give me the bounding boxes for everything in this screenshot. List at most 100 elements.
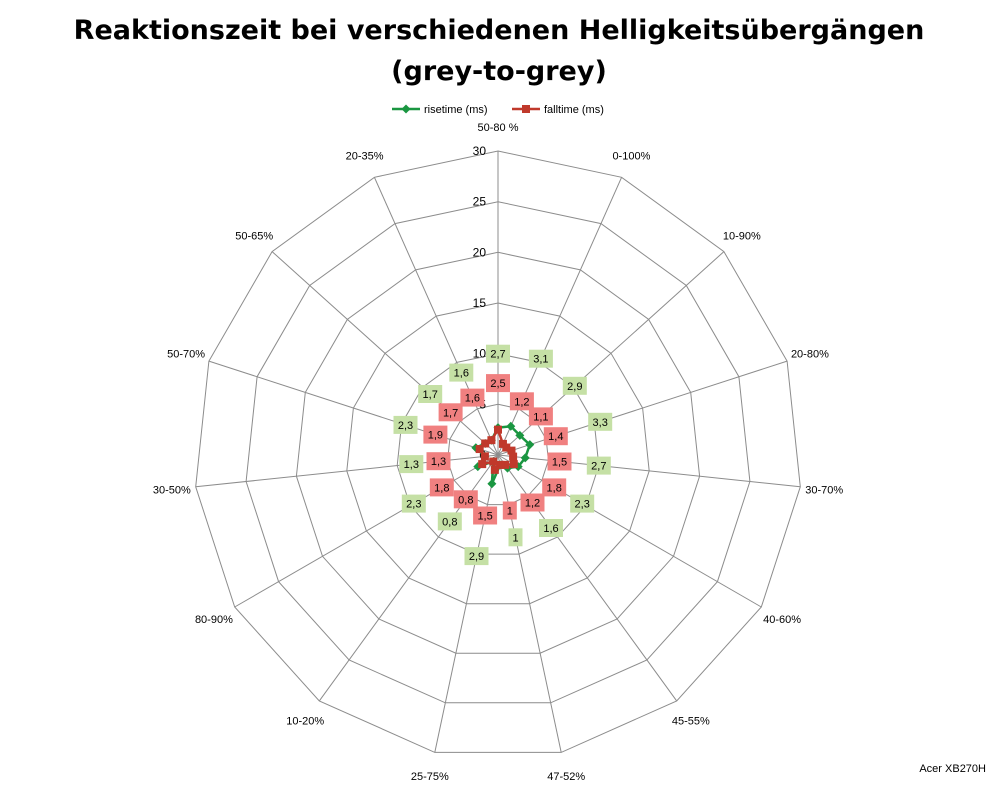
tick-label: 25 bbox=[473, 195, 487, 209]
data-label-bg bbox=[586, 456, 611, 475]
data-label: 1,7 bbox=[418, 385, 443, 403]
data-label-text: 1,3 bbox=[431, 456, 446, 468]
data-label: 1,6 bbox=[539, 519, 563, 537]
grid-ring bbox=[447, 403, 549, 506]
data-label-text: 0,8 bbox=[442, 516, 457, 528]
data-label-text: 2,5 bbox=[490, 378, 505, 390]
grid-ring bbox=[195, 150, 801, 753]
grid-spoke bbox=[497, 454, 678, 702]
data-label: 1,4 bbox=[543, 427, 568, 446]
data-label: 1,6 bbox=[460, 388, 485, 407]
category-label: 50-65% bbox=[235, 231, 273, 243]
grid-ring bbox=[295, 251, 701, 654]
data-label-bg bbox=[426, 452, 451, 471]
data-label-bg bbox=[508, 528, 523, 547]
data-label-text: 2,7 bbox=[490, 349, 505, 361]
data-label-text: 1,9 bbox=[428, 430, 443, 442]
data-label: 2,7 bbox=[586, 456, 611, 475]
data-point bbox=[489, 457, 498, 466]
tick-label: 10 bbox=[473, 347, 487, 361]
data-point bbox=[515, 430, 525, 440]
data-label-text: 1,5 bbox=[552, 457, 567, 469]
data-label-bg bbox=[423, 425, 448, 444]
data-label-bg bbox=[542, 478, 567, 497]
legend-marker bbox=[401, 104, 411, 114]
chart-title-line2: (grey-to-grey) bbox=[391, 56, 607, 87]
data-label: 1,1 bbox=[528, 407, 553, 426]
data-label: 3,3 bbox=[588, 412, 613, 431]
data-point bbox=[525, 440, 535, 450]
credit-label: Acer XB270H bbox=[919, 763, 986, 775]
data-label-text: 2,9 bbox=[469, 551, 484, 563]
data-label-text: 2,3 bbox=[406, 499, 421, 511]
data-label: 1,7 bbox=[438, 403, 463, 422]
data-label-text: 1 bbox=[512, 532, 518, 544]
data-point bbox=[507, 446, 516, 455]
grid-spoke bbox=[497, 454, 762, 608]
data-point bbox=[502, 443, 511, 452]
data-label: 2,3 bbox=[570, 494, 595, 513]
data-label: 3,1 bbox=[528, 349, 553, 368]
data-label: 1,8 bbox=[429, 478, 454, 497]
data-point bbox=[478, 460, 487, 469]
legend: risetime (ms) falltime (ms) bbox=[392, 104, 604, 116]
data-label-text: 1,7 bbox=[423, 389, 438, 401]
data-label-bg bbox=[429, 478, 454, 497]
data-label: 2,3 bbox=[393, 415, 418, 434]
data-label-bg bbox=[502, 501, 517, 520]
grid-ring bbox=[346, 302, 650, 605]
data-label-bg bbox=[449, 363, 474, 382]
data-label-text: 1,7 bbox=[443, 407, 458, 419]
data-label-bg bbox=[539, 519, 563, 537]
grid-spoke bbox=[271, 251, 499, 456]
category-label: 20-80% bbox=[791, 349, 829, 361]
data-point bbox=[509, 452, 518, 461]
data-label-bg bbox=[438, 403, 463, 422]
data-label-text: 1,8 bbox=[547, 482, 562, 494]
data-label-bg bbox=[399, 455, 424, 474]
data-label: 1 bbox=[508, 528, 523, 547]
data-label-bg bbox=[473, 506, 498, 525]
grid-spoke bbox=[234, 454, 499, 608]
category-label: 25-75% bbox=[411, 771, 449, 783]
category-label: 20-35% bbox=[346, 150, 384, 162]
category-label: 80-90% bbox=[195, 614, 233, 626]
data-label-bg bbox=[464, 547, 489, 566]
data-label-bg bbox=[570, 494, 595, 513]
data-label-text: 1,6 bbox=[543, 523, 558, 535]
data-label-bg bbox=[543, 427, 568, 446]
data-label: 1,5 bbox=[547, 452, 572, 471]
category-label: 10-90% bbox=[723, 231, 761, 243]
data-point bbox=[481, 439, 490, 448]
data-label-bg bbox=[486, 344, 510, 363]
data-label-bg bbox=[418, 385, 443, 403]
tick-label: 15 bbox=[473, 296, 487, 310]
data-label-text: 1,8 bbox=[434, 482, 449, 494]
data-label-bg bbox=[393, 415, 418, 434]
tick-label: 30 bbox=[473, 144, 487, 158]
data-label-text: 1,4 bbox=[548, 431, 563, 443]
data-label: 1,5 bbox=[473, 506, 498, 525]
data-label: 2,7 bbox=[486, 344, 510, 363]
category-label: 30-50% bbox=[153, 484, 191, 496]
data-label-text: 2,9 bbox=[567, 381, 582, 393]
radar-grid bbox=[195, 150, 801, 753]
data-label-text: 1,1 bbox=[533, 411, 548, 423]
category-label: 40-60% bbox=[763, 614, 801, 626]
data-label: 2,3 bbox=[401, 494, 426, 513]
data-label: 1,9 bbox=[423, 425, 448, 444]
data-point bbox=[509, 460, 518, 469]
data-label-bg bbox=[520, 493, 545, 512]
data-point bbox=[487, 436, 496, 445]
category-label: 30-70% bbox=[805, 484, 843, 496]
data-point bbox=[494, 425, 502, 434]
data-label-text: 1,5 bbox=[477, 511, 492, 523]
category-label: 0-100% bbox=[612, 150, 650, 162]
data-label-bg bbox=[509, 392, 534, 411]
data-label-bg bbox=[528, 407, 553, 426]
grid-spoke bbox=[208, 360, 499, 456]
data-label-text: 3,1 bbox=[533, 354, 548, 366]
data-point bbox=[475, 445, 484, 454]
grid-ring bbox=[396, 353, 600, 555]
